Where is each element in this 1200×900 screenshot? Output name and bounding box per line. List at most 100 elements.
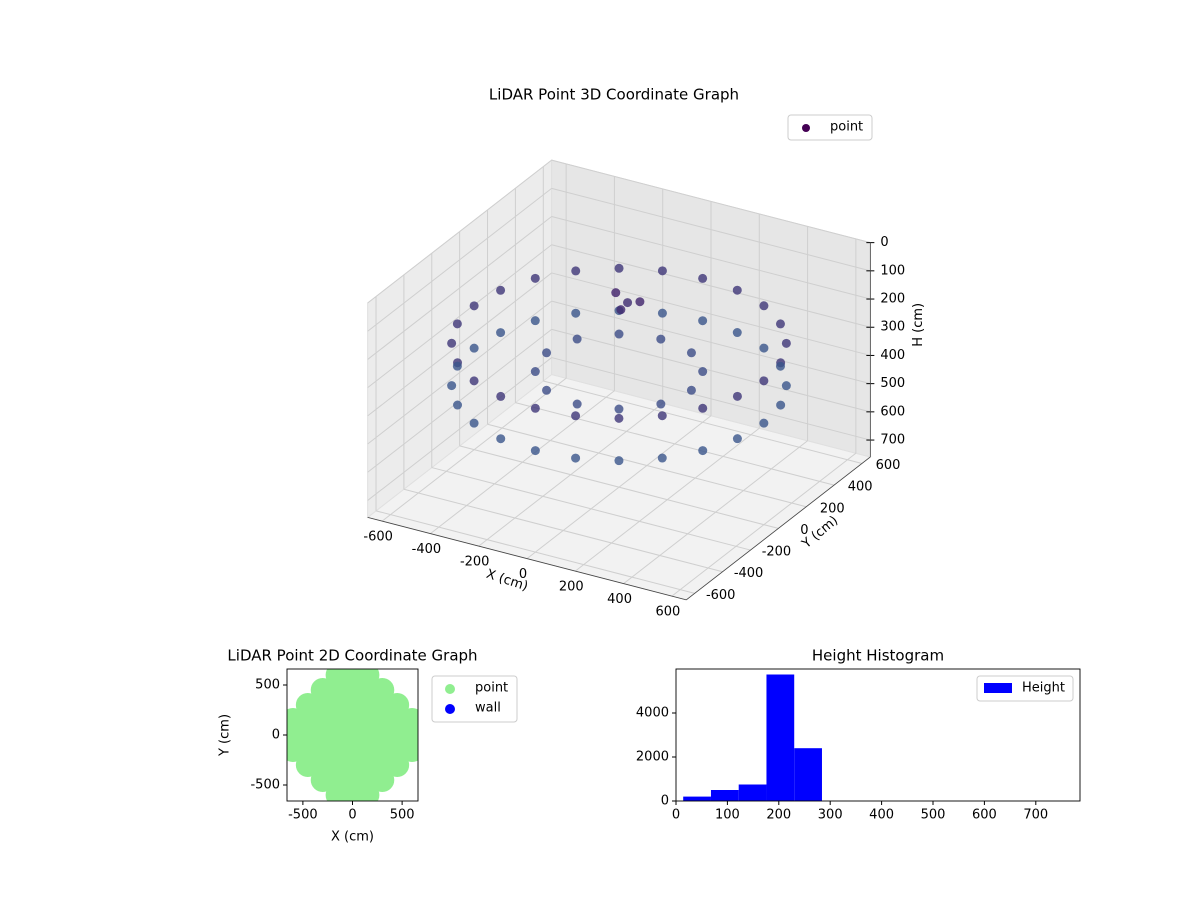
bars — [683, 674, 822, 801]
y-tick-label: -200 — [762, 545, 792, 560]
point — [447, 338, 457, 348]
point — [530, 403, 540, 413]
point — [453, 400, 463, 410]
point — [572, 399, 582, 409]
point — [775, 361, 785, 371]
z-tick-label: 700 — [880, 433, 905, 448]
z-tick-label: 200 — [880, 292, 905, 307]
z-tick-label: 100 — [880, 263, 905, 278]
legend-label: point — [475, 681, 508, 696]
point — [759, 376, 769, 386]
point — [496, 434, 506, 444]
point — [530, 367, 540, 377]
y-tick-label: -400 — [734, 566, 764, 581]
point — [657, 453, 667, 463]
grid-3d — [367, 159, 871, 597]
point — [530, 273, 540, 283]
grid-line — [542, 166, 863, 464]
axis-edge — [367, 242, 871, 601]
point — [469, 418, 479, 428]
point — [657, 308, 667, 318]
point — [686, 348, 696, 358]
point — [698, 446, 708, 456]
point — [656, 334, 666, 344]
grid-line — [367, 357, 871, 501]
points-2d — [287, 669, 418, 801]
point — [571, 308, 581, 318]
y-tick-label: 0 — [800, 523, 808, 538]
point — [542, 385, 552, 395]
x-tick-label: -600 — [363, 530, 393, 545]
z-tick-label: 300 — [880, 320, 905, 335]
x-tick-label: 300 — [818, 808, 843, 823]
x-tick-label: 0 — [519, 567, 527, 582]
grid-line — [375, 296, 695, 594]
z-tick-label: 500 — [880, 376, 905, 391]
legend: Height — [976, 675, 1074, 702]
point — [571, 266, 581, 276]
point — [614, 404, 624, 414]
x-tick-label: 700 — [1023, 808, 1048, 823]
point — [452, 361, 462, 371]
point — [469, 343, 479, 353]
point — [732, 328, 742, 338]
y-tick-label: 4000 — [636, 706, 669, 721]
y-tick-label: 2000 — [636, 750, 669, 765]
point — [698, 316, 708, 326]
bar — [738, 784, 767, 801]
point — [698, 273, 708, 283]
point — [732, 391, 742, 401]
point — [657, 266, 667, 276]
legend: point wall — [431, 675, 518, 723]
x-tick-label: 100 — [715, 808, 740, 823]
point — [759, 343, 769, 353]
point — [614, 263, 624, 273]
x-tick-label: 400 — [607, 592, 632, 607]
x-tick-label: 200 — [559, 580, 584, 595]
y-tick-label: 200 — [820, 501, 845, 516]
y-axis-label: Y (cm) — [218, 714, 233, 757]
grid-line — [367, 187, 871, 332]
legend-patch — [984, 683, 1012, 693]
point — [759, 301, 769, 311]
bar — [683, 796, 711, 801]
point — [686, 385, 696, 395]
grid-line — [367, 272, 871, 417]
grid-line — [431, 253, 751, 551]
point — [614, 329, 624, 339]
grid-line — [367, 159, 871, 304]
y-tick-label: 0 — [661, 794, 669, 809]
x-tick-label: 600 — [655, 605, 680, 620]
point — [614, 456, 624, 466]
point — [781, 338, 791, 348]
point — [400, 708, 418, 732]
legend-marker — [445, 684, 455, 694]
legend: point — [787, 114, 873, 141]
legend-box — [787, 114, 873, 141]
y-tick-label: 500 — [255, 678, 280, 693]
point — [496, 285, 506, 295]
point — [447, 381, 457, 391]
point — [698, 367, 708, 377]
grid-line — [459, 231, 779, 529]
point — [635, 297, 645, 307]
bar — [794, 748, 822, 801]
point — [611, 288, 621, 298]
point — [759, 418, 769, 428]
point — [571, 411, 581, 421]
grid-line — [367, 300, 871, 445]
grid-line — [403, 274, 723, 573]
x-tick-label: 200 — [766, 808, 791, 823]
x-tick-label: 500 — [390, 808, 415, 823]
point — [370, 678, 395, 702]
point — [469, 376, 479, 386]
point — [616, 305, 626, 315]
y-tick-label: 0 — [272, 728, 280, 743]
y-tick-label: -500 — [250, 778, 280, 793]
z-tick-label: 600 — [880, 404, 905, 419]
point — [623, 298, 633, 308]
grid-line — [367, 216, 871, 360]
y-tick-label: -600 — [706, 588, 736, 603]
z-tick-label: 400 — [880, 348, 905, 363]
